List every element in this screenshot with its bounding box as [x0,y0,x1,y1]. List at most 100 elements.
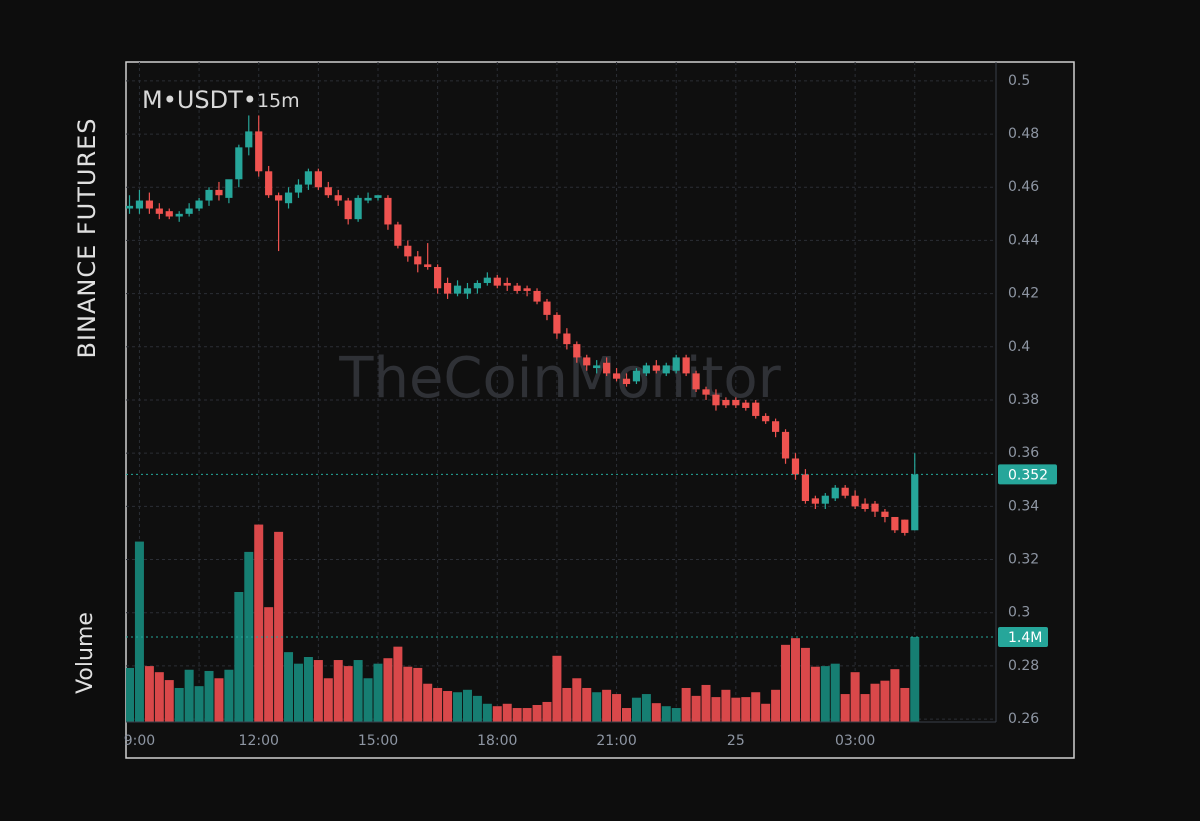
candle-body [742,402,750,408]
last-price-badge [998,464,1057,485]
volume-bar [562,687,572,722]
candle-body [493,277,501,286]
candle-body [553,314,561,334]
candle-body [891,516,899,531]
volume-bar [890,669,900,722]
volume-bar [592,692,602,722]
y-tick-label: 0.44 [1008,232,1039,248]
candle-body [453,285,462,294]
volume-bar [343,666,353,722]
y-tick-label: 0.26 [1008,711,1039,727]
y-tick-label: 0.32 [1008,552,1039,568]
candle-body [662,365,670,374]
candle-body [473,282,481,289]
y-tick-label: 0.5 [1008,73,1030,89]
candle-body [503,282,511,286]
candle-body [762,415,770,422]
candle-body [881,511,889,517]
y-tick-label: 0.3 [1008,605,1030,621]
volume-bar [840,694,850,722]
candle-body [543,301,551,315]
y-tick-label: 0.4 [1008,339,1030,355]
candle-body [791,458,800,475]
volume-bar [462,689,472,722]
candle-body [712,394,720,406]
volume-bar [681,687,691,722]
candle-body [304,171,313,185]
volume-bar [184,669,194,722]
volume-bar [413,667,423,722]
candle-body [275,195,283,201]
volume-bar [671,708,681,722]
candle-body [155,208,163,214]
candle-body [692,373,700,390]
x-tick-label: 03:00 [835,733,875,749]
volume-bar [781,644,791,722]
volume-bar [502,703,512,722]
volume-bar [482,703,492,722]
volume-bar [721,689,731,722]
x-tick-label: 25 [727,733,745,749]
candle-body [573,344,581,358]
volume-bar [423,683,433,722]
candle-body [831,487,839,499]
volume-bar [303,656,313,722]
candle-body [732,399,740,406]
volume-bar [453,692,463,722]
x-tick-label: 18:00 [477,733,517,749]
candle-body [463,288,472,294]
candle-body [145,200,153,209]
volume-bar [274,531,284,722]
volume-bar [214,678,224,722]
volume-bar [810,666,820,722]
candle-body [135,200,144,209]
candle-body [225,179,233,198]
candle-body [533,290,541,302]
candle-body [314,171,322,188]
volume-bar [870,683,880,722]
volume-bar [144,666,154,722]
chart-title: M•USDT•15m [142,86,300,114]
candle-body [841,487,849,496]
volume-bar [264,607,274,722]
volume-bar [492,706,502,722]
candle-body [632,370,641,382]
candle-body [772,421,780,432]
candle-body [394,224,402,246]
volume-bar [751,692,761,722]
volume-bar [254,524,264,722]
volume-bar [820,666,830,722]
volume-bar [522,708,532,722]
volume-bar [850,672,860,722]
last-price-label: 0.352 [1008,467,1048,483]
candle-body [622,378,631,385]
candle-body [652,365,660,371]
y-tick-label: 0.36 [1008,445,1039,461]
candle-body [603,362,611,374]
volume-bar [572,678,582,722]
volume-bar [234,591,244,722]
candle-body [384,197,392,225]
volume-bar [353,660,363,722]
candle-body [195,200,203,209]
x-tick-label: 9:00 [124,733,155,749]
volume-bar [472,695,482,722]
volume-bar [741,697,751,722]
volume-bar [433,687,443,722]
candle-body [215,189,223,196]
volume-bar [154,672,164,722]
candle-body [344,200,352,220]
candle-body [235,147,243,180]
candle-body [374,195,382,198]
candle-body [245,131,253,148]
candle-body [513,285,521,291]
y-tick-label: 0.34 [1008,498,1039,514]
candle-body [682,357,690,374]
candle-body [871,503,879,512]
watermark: TheCoinMonitor [338,346,781,411]
candle-body [443,282,452,294]
exchange-label: BINANCE FUTURES [73,117,101,358]
y-tick-label: 0.46 [1008,179,1039,195]
volume-bar [910,636,920,722]
last-volume-label: 1.4M [1008,630,1042,646]
